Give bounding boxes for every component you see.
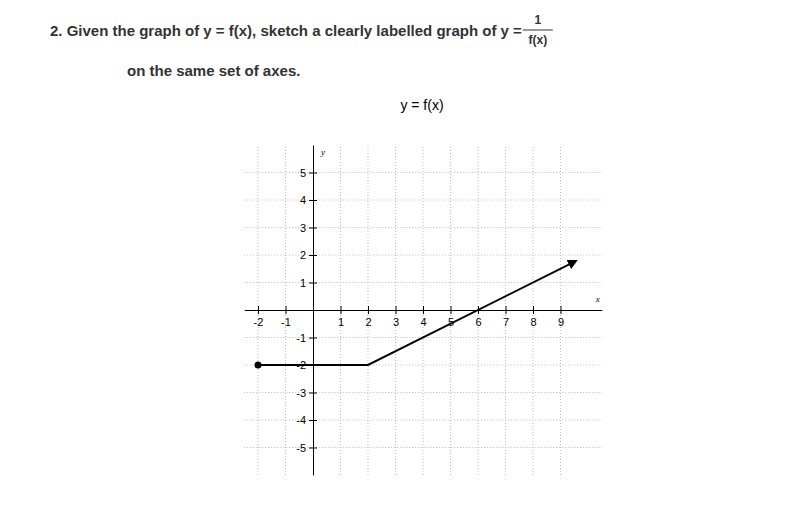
x-tick: 3 — [393, 306, 399, 328]
y-axis-line — [313, 146, 314, 476]
x-tick-label: 2 — [365, 316, 371, 328]
y-tick: 4 — [300, 194, 317, 206]
function-line — [258, 262, 574, 365]
fraction-bar — [523, 30, 553, 31]
y-tick-label: -4 — [296, 414, 306, 426]
y-tick-mark — [309, 200, 317, 201]
x-axis: -2-1123456789 — [245, 306, 603, 328]
closed-dot — [255, 362, 262, 369]
x-tick: 8 — [530, 306, 536, 328]
x-tick-mark — [451, 306, 452, 314]
fraction-denominator: f(x) — [528, 33, 547, 47]
y-tick: -4 — [296, 414, 317, 426]
y-tick-mark — [309, 338, 317, 339]
grid-line — [244, 255, 602, 256]
y-tick: 1 — [300, 277, 317, 289]
x-tick-mark — [258, 306, 259, 314]
y-tick: 2 — [300, 249, 317, 261]
y-tick-label: -5 — [296, 442, 306, 454]
x-tick-label: 4 — [420, 316, 426, 328]
x-tick-mark — [533, 306, 534, 314]
chart-title: y = f(x) — [400, 97, 443, 113]
x-tick: 2 — [365, 306, 371, 328]
y-tick-mark — [309, 173, 317, 174]
x-tick-label: -2 — [254, 316, 264, 328]
y-tick-label: 2 — [300, 249, 306, 261]
question-line: on the same set of axes. — [127, 62, 300, 79]
question-line: 2. Given the graph of y = f(x), sketch a… — [50, 22, 522, 39]
grid-line — [244, 227, 602, 228]
y-tick: 5 — [300, 167, 317, 179]
x-axis-title: x — [595, 294, 600, 304]
y-tick-mark — [309, 255, 317, 256]
x-tick-mark — [423, 306, 424, 314]
x-tick-mark — [341, 306, 342, 314]
x-tick-label: 9 — [558, 316, 564, 328]
x-tick-label: 7 — [503, 316, 509, 328]
x-tick: -1 — [281, 306, 291, 328]
y-tick-mark — [309, 420, 317, 421]
x-tick: 7 — [503, 306, 509, 328]
y-tick-mark — [309, 448, 317, 449]
fraction-numerator: 1 — [534, 13, 541, 27]
grid-line — [244, 282, 602, 283]
x-tick-mark — [561, 306, 562, 314]
plot — [255, 262, 575, 369]
y-tick-mark — [309, 283, 317, 284]
x-tick-label: -1 — [281, 316, 291, 328]
x-tick-label: 8 — [530, 316, 536, 328]
y-tick: -1 — [296, 332, 317, 344]
x-tick-label: 1 — [338, 316, 344, 328]
y-axis-title: y — [320, 147, 325, 157]
y-tick-label: -1 — [296, 332, 306, 344]
y-tick-mark — [309, 228, 317, 229]
grid — [244, 145, 602, 475]
y-tick: 3 — [300, 222, 317, 234]
y-tick: -5 — [296, 442, 317, 454]
x-tick-mark — [286, 306, 287, 314]
x-tick-mark — [506, 306, 507, 314]
y-tick-label: -3 — [296, 387, 306, 399]
canvas: 2. Given the graph of y = f(x), sketch a… — [0, 0, 812, 526]
grid-line — [244, 172, 602, 173]
y-tick-label: 1 — [300, 277, 306, 289]
x-tick: -2 — [254, 306, 264, 328]
x-tick: 1 — [338, 306, 344, 328]
x-tick-label: 3 — [393, 316, 399, 328]
y-tick-label: 4 — [300, 194, 306, 206]
x-tick: 9 — [558, 306, 564, 328]
x-tick: 4 — [420, 306, 426, 328]
y-tick-label: 3 — [300, 222, 306, 234]
grid-line — [244, 200, 602, 201]
y-tick: -3 — [296, 387, 317, 399]
y-axis: -5-4-3-2-112345 — [296, 146, 317, 476]
x-tick-mark — [368, 306, 369, 314]
x-tick-label: 6 — [475, 316, 481, 328]
y-tick-mark — [309, 393, 317, 394]
x-tick-mark — [396, 306, 397, 314]
y-tick-label: 5 — [300, 167, 306, 179]
